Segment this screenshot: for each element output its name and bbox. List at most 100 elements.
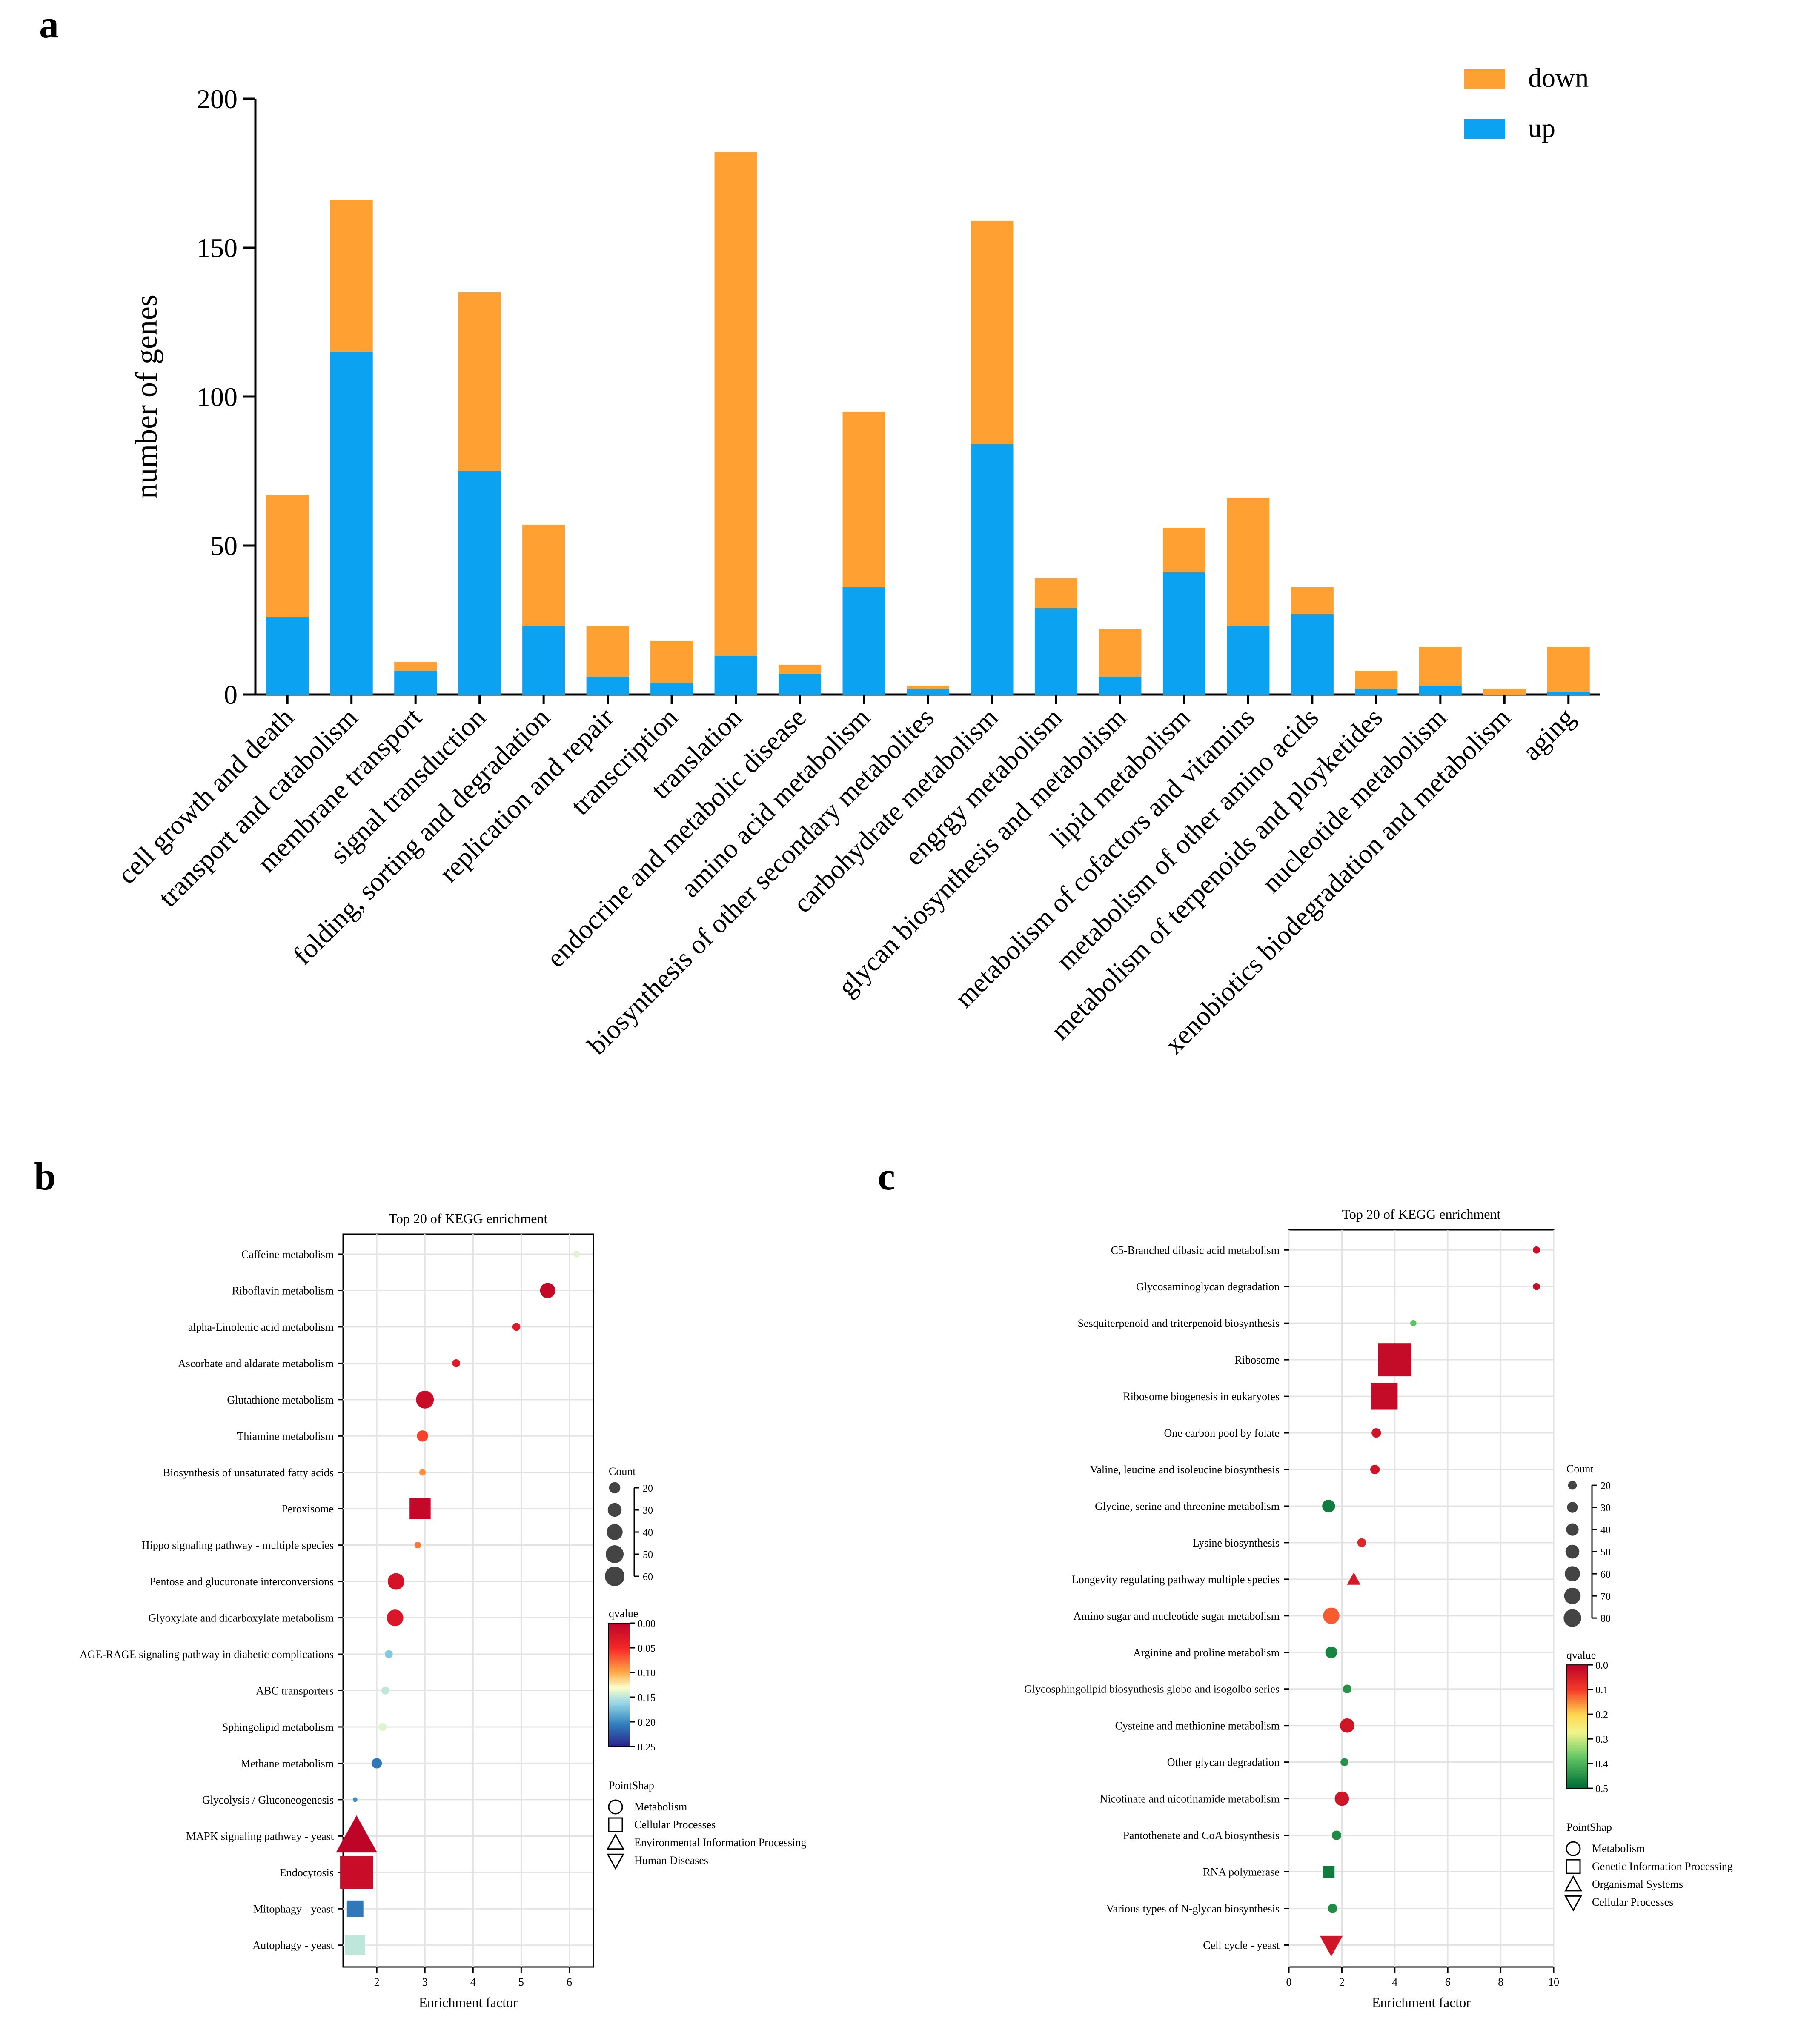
data-point xyxy=(1371,1428,1381,1438)
y-tick-label: 50 xyxy=(210,531,238,561)
term-label: ABC transporters xyxy=(256,1685,334,1697)
qvalue-gradient-segment xyxy=(1566,1737,1588,1740)
qvalue-gradient-segment xyxy=(609,1744,630,1747)
bar-up xyxy=(1419,686,1462,695)
qvalue-gradient-segment xyxy=(1566,1732,1588,1735)
qvalue-gradient-segment xyxy=(609,1623,630,1626)
qvalue-gradient-segment xyxy=(609,1654,630,1657)
term-label: RNA polymerase xyxy=(1203,1866,1280,1878)
qvalue-gradient-segment xyxy=(1566,1727,1588,1729)
qvalue-gradient-segment xyxy=(1566,1747,1588,1750)
data-point xyxy=(387,1609,404,1627)
count-legend-dot xyxy=(1565,1566,1580,1582)
qvalue-gradient-segment xyxy=(609,1676,630,1679)
shape-legend-title: PointShap xyxy=(609,1779,654,1792)
qvalue-gradient-segment xyxy=(1566,1743,1588,1746)
shape-legend-label: Cellular Processes xyxy=(1592,1896,1673,1908)
data-point xyxy=(352,1797,358,1802)
qvalue-gradient-segment xyxy=(1566,1704,1588,1707)
x-tick-label: 3 xyxy=(422,1976,428,1988)
qvalue-gradient-segment xyxy=(1566,1741,1588,1744)
qvalue-gradient-segment xyxy=(1566,1708,1588,1711)
term-label: Peroxisome xyxy=(281,1503,334,1515)
qvalue-gradient-segment xyxy=(609,1648,630,1650)
term-label: Ribosome biogenesis in eukaryotes xyxy=(1123,1390,1280,1403)
qvalue-gradient-segment xyxy=(609,1644,630,1647)
y-tick-label: 0 xyxy=(224,680,238,710)
qvalue-gradient-segment xyxy=(609,1710,630,1712)
data-point xyxy=(372,1758,382,1769)
bar-down xyxy=(907,686,949,689)
qvalue-gradient-segment xyxy=(1566,1749,1588,1752)
bar-down xyxy=(1162,528,1205,572)
x-tick-label: 6 xyxy=(567,1976,572,1988)
bar-up xyxy=(458,471,501,695)
panel-label-c: c xyxy=(878,1155,895,1198)
data-point xyxy=(1322,1499,1335,1513)
qvalue-gradient-segment xyxy=(609,1662,630,1665)
bar-down xyxy=(1034,578,1077,608)
qvalue-gradient-segment xyxy=(1566,1679,1588,1682)
qvalue-gradient-segment xyxy=(609,1639,630,1642)
qvalue-gradient-segment xyxy=(609,1627,630,1630)
data-point xyxy=(340,1856,373,1889)
count-legend-label: 50 xyxy=(1600,1547,1611,1558)
qvalue-legend-label: 0.0 xyxy=(1595,1660,1608,1671)
term-label: Lysine biosynthesis xyxy=(1193,1537,1280,1549)
bar-up xyxy=(1291,614,1334,695)
qvalue-gradient-segment xyxy=(609,1656,630,1659)
qvalue-gradient-segment xyxy=(1566,1770,1588,1772)
count-legend-label: 50 xyxy=(643,1549,653,1561)
bar-down xyxy=(1099,629,1142,677)
data-point xyxy=(1410,1320,1417,1326)
bar-up xyxy=(907,689,949,695)
data-point xyxy=(1371,1383,1398,1410)
bar-down xyxy=(522,525,565,626)
qvalue-gradient-segment xyxy=(1566,1780,1588,1783)
qvalue-gradient-segment xyxy=(1566,1718,1588,1721)
term-label: Riboflavin metabolism xyxy=(232,1284,334,1297)
kegg-bubble-chart-b: 2 3 4 5 6 Enrichment factor Top 20 of KEGG enr… xyxy=(80,1211,807,2010)
x-tick-label: 5 xyxy=(518,1976,524,1988)
term-label: Arginine and proline metabolism xyxy=(1133,1647,1280,1659)
qvalue-gradient-segment xyxy=(1566,1706,1588,1709)
bar-up xyxy=(1162,572,1205,695)
qvalue-gradient-segment xyxy=(609,1649,630,1652)
qvalue-gradient-segment xyxy=(1566,1778,1588,1781)
qvalue-legend-label: 0.00 xyxy=(638,1618,656,1629)
qvalue-gradient-segment xyxy=(1566,1753,1588,1756)
data-point xyxy=(573,1251,580,1258)
bar-up xyxy=(330,352,373,695)
panel-label-a: a xyxy=(39,3,59,46)
data-point xyxy=(416,1390,434,1409)
qvalue-gradient-segment xyxy=(1566,1671,1588,1674)
qvalue-gradient-segment xyxy=(609,1699,630,1702)
qvalue-legend-title: qvalue xyxy=(1566,1649,1596,1661)
qvalue-gradient-segment xyxy=(609,1652,630,1655)
qvalue-gradient-segment xyxy=(609,1705,630,1708)
count-legend-label: 60 xyxy=(1600,1569,1611,1580)
bar-down xyxy=(1291,587,1334,614)
qvalue-gradient-segment xyxy=(1566,1685,1588,1688)
qvalue-gradient-segment xyxy=(609,1691,630,1694)
count-legend-label: 60 xyxy=(643,1572,653,1583)
term-label: Glycine, serine and threonine metabolism xyxy=(1095,1500,1280,1512)
data-point xyxy=(1343,1684,1352,1694)
term-label: Sesquiterpenoid and triterpenoid biosynt… xyxy=(1078,1317,1280,1329)
term-label: Cell cycle - yeast xyxy=(1203,1939,1280,1951)
data-point xyxy=(1370,1464,1380,1475)
qvalue-gradient-segment xyxy=(1566,1693,1588,1696)
data-point xyxy=(1320,1935,1343,1957)
shape-legend-icon xyxy=(1564,1895,1582,1912)
count-legend-dot xyxy=(605,1545,624,1564)
bar-down xyxy=(330,200,373,352)
qvalue-gradient-segment xyxy=(609,1672,630,1675)
term-label: Pentose and glucuronate interconversions xyxy=(150,1575,334,1588)
shape-legend-icon xyxy=(607,1833,624,1850)
term-label: Biosynthesis of unsaturated fatty acids xyxy=(163,1467,334,1479)
qvalue-gradient-segment xyxy=(609,1681,630,1684)
data-point xyxy=(409,1498,431,1519)
count-legend-label: 70 xyxy=(1600,1591,1611,1602)
term-label: Amino sugar and nucleotide sugar metabol… xyxy=(1073,1610,1280,1622)
